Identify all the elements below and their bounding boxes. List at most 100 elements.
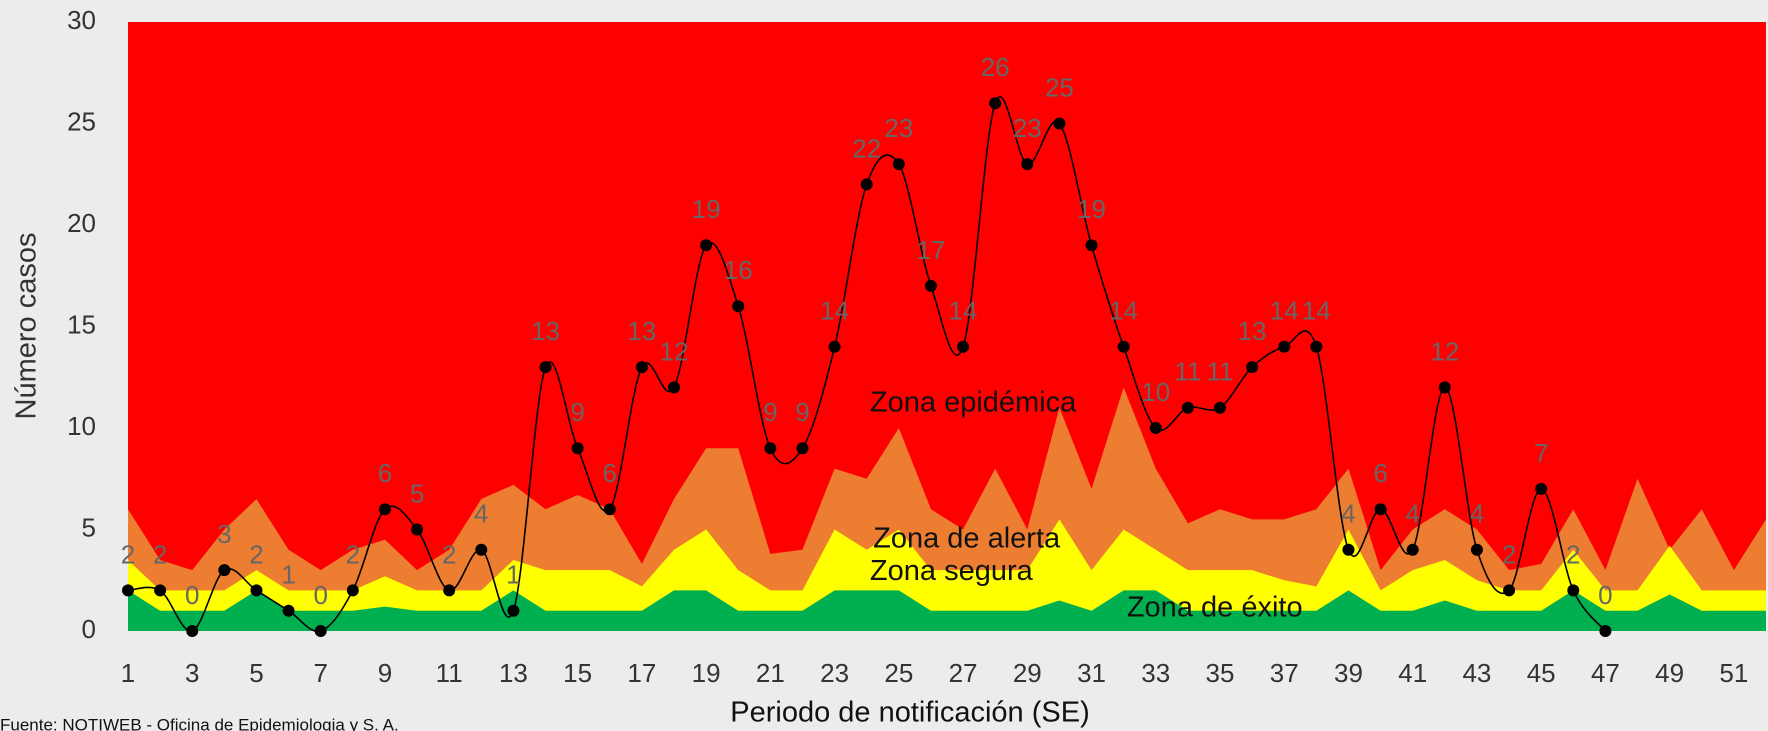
cases-point <box>122 584 134 597</box>
x-tick-label: 25 <box>884 658 913 688</box>
cases-point <box>475 543 488 556</box>
data-label: 19 <box>692 194 721 224</box>
x-tick-label: 1 <box>121 658 135 688</box>
cases-point <box>1406 543 1419 556</box>
cases-point <box>635 361 648 374</box>
cases-point <box>700 239 713 252</box>
data-label: 1 <box>281 560 295 590</box>
data-label: 2 <box>1566 539 1580 569</box>
data-label: 7 <box>1534 438 1548 468</box>
data-label: 25 <box>1045 72 1074 102</box>
data-label: 13 <box>1238 316 1267 346</box>
data-label: 4 <box>1341 499 1355 529</box>
x-tick-label: 45 <box>1527 658 1556 688</box>
data-label: 13 <box>531 316 560 346</box>
cases-point <box>346 584 359 597</box>
x-tick-label: 31 <box>1077 658 1106 688</box>
y-tick-label: 10 <box>67 411 96 441</box>
data-label: 23 <box>1013 113 1042 143</box>
source-note: Fuente: NOTIWEB - Oficina de Epidemiolog… <box>0 715 399 731</box>
cases-point <box>668 381 680 394</box>
cases-point <box>1438 381 1451 394</box>
cases-point <box>507 604 520 617</box>
data-label: 6 <box>603 458 617 488</box>
cases-point <box>314 625 327 637</box>
cases-point <box>1021 158 1034 171</box>
zone-label: Zona de éxito <box>1127 591 1303 623</box>
data-label: 4 <box>1405 499 1419 529</box>
x-tick-label: 5 <box>249 658 263 688</box>
x-tick-label: 49 <box>1655 658 1684 688</box>
cases-point <box>1278 340 1291 353</box>
cases-point <box>924 279 937 292</box>
data-label: 11 <box>1207 357 1234 387</box>
x-tick-label: 21 <box>756 658 785 688</box>
cases-point <box>1535 482 1548 495</box>
cases-point <box>796 442 809 455</box>
y-axis-title: Número casos <box>11 233 43 420</box>
x-tick-label: 3 <box>185 658 199 688</box>
x-axis-title: Periodo de notificación (SE) <box>730 697 1089 729</box>
cases-point <box>1181 401 1194 414</box>
data-label: 12 <box>660 336 689 366</box>
cases-point <box>571 442 584 455</box>
y-tick-label: 5 <box>82 512 96 542</box>
cases-point <box>218 564 231 577</box>
cases-point <box>892 158 905 171</box>
x-tick-label: 9 <box>378 658 392 688</box>
cases-point <box>1117 340 1130 353</box>
data-label: 6 <box>1373 458 1387 488</box>
cases-point <box>1470 543 1483 556</box>
x-tick-label: 19 <box>692 658 721 688</box>
y-tick-label: 0 <box>82 614 96 644</box>
zone-label: Zona de alerta <box>873 522 1061 554</box>
zone-area <box>128 590 1766 631</box>
x-tick-label: 39 <box>1334 658 1363 688</box>
data-label: 19 <box>1077 194 1106 224</box>
data-label: 14 <box>1302 296 1331 326</box>
data-label: 0 <box>185 580 199 610</box>
cases-point <box>443 584 456 597</box>
cases-point <box>1085 239 1098 252</box>
cases-point <box>1310 340 1323 353</box>
cases-point <box>1246 361 1259 374</box>
data-label: 14 <box>820 296 849 326</box>
cases-point <box>1342 543 1355 556</box>
data-label: 6 <box>378 458 392 488</box>
data-label: 17 <box>916 235 945 265</box>
cases-line <box>127 96 1607 633</box>
cases-point <box>154 584 167 597</box>
x-tick-label: 51 <box>1719 658 1748 688</box>
y-tick-label: 30 <box>67 5 96 35</box>
data-label: 16 <box>724 255 753 285</box>
cases-point <box>957 340 970 353</box>
data-label: 4 <box>1470 499 1484 529</box>
x-tick-label: 33 <box>1141 658 1170 688</box>
data-label: 26 <box>981 52 1010 82</box>
x-tick-label: 47 <box>1591 658 1620 688</box>
data-label: 2 <box>1502 539 1516 569</box>
data-label: 10 <box>1141 377 1170 407</box>
cases-point <box>378 503 391 516</box>
x-tick-label: 41 <box>1398 658 1427 688</box>
data-label: 12 <box>1430 336 1459 366</box>
zone-label: Zona segura <box>870 555 1034 587</box>
data-label: 13 <box>627 316 656 346</box>
cases-point <box>1374 503 1387 516</box>
data-label: 2 <box>249 539 263 569</box>
x-tick-label: 23 <box>820 658 849 688</box>
data-label: 9 <box>570 397 584 427</box>
data-label: 14 <box>1270 296 1299 326</box>
data-label: 23 <box>884 113 913 143</box>
data-label: 2 <box>346 539 360 569</box>
cases-point <box>1503 584 1516 597</box>
cases-point <box>1567 584 1580 597</box>
data-label: 9 <box>763 397 777 427</box>
x-tick-label: 11 <box>436 658 463 688</box>
cases-point <box>989 97 1002 110</box>
data-label: 0 <box>313 580 327 610</box>
data-label: 2 <box>442 539 456 569</box>
cases-point <box>186 625 199 637</box>
